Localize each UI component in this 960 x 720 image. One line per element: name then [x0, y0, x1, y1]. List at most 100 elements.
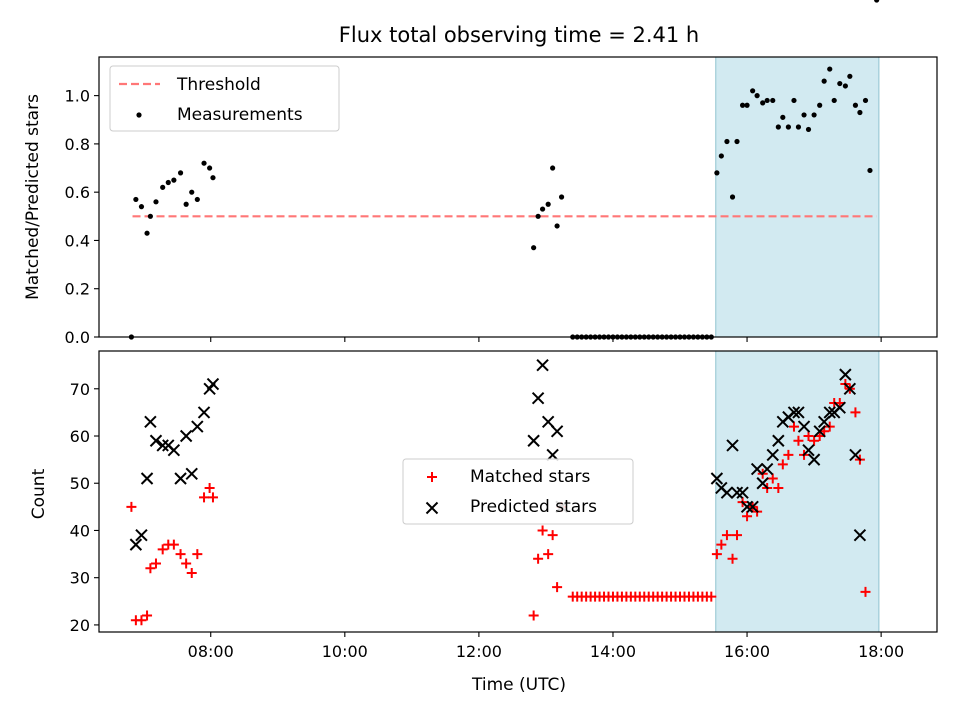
- predicted-star-point: [185, 467, 198, 480]
- plot-frame: [98, 56, 938, 338]
- predicted-star-point: [531, 392, 545, 405]
- measurement-point: [531, 245, 537, 251]
- predicted-star-point: [760, 462, 774, 476]
- measurement-point: [177, 170, 184, 176]
- legend-matched-swatch: [427, 472, 437, 482]
- matched-star-point: [533, 553, 544, 564]
- measurement-point: [539, 206, 546, 212]
- x-tick-label: 12:00: [456, 642, 502, 661]
- predicted-star-point: [730, 486, 744, 499]
- predicted-star-point: [541, 415, 555, 429]
- x-tick-label: 18:00: [858, 642, 904, 661]
- matched-star-point: [168, 539, 179, 550]
- predicted-star-point: [140, 472, 154, 485]
- matched-star-point: [783, 449, 794, 460]
- measurement-point: [775, 124, 781, 130]
- measurement-point: [207, 165, 213, 171]
- measurement-point: [558, 194, 565, 200]
- measurement-point: [795, 124, 802, 130]
- matched-star-point: [742, 511, 753, 522]
- matched-star-point: [547, 530, 558, 541]
- top-panel: 0.0 0.2 0.4 0.6 0.8 1.0 Threshold Measurements: [65, 0, 938, 347]
- predicted-star-point: [726, 439, 739, 452]
- measurement-point: [160, 184, 166, 190]
- measurement-point: [535, 213, 541, 219]
- matched-star-point: [552, 582, 563, 593]
- predicted-star-point: [817, 415, 831, 429]
- predicted-star-point: [843, 382, 857, 395]
- predicted-star-point: [833, 401, 846, 414]
- matched-star-point: [136, 615, 147, 626]
- measurement-point: [739, 102, 746, 108]
- y-tick-label: 70: [70, 380, 90, 399]
- bottom-y-axis-label: Count: [29, 468, 49, 519]
- predicted-star-point: [197, 406, 211, 419]
- measurement-point: [842, 83, 848, 89]
- plot-frame: [98, 350, 938, 633]
- predicted-star-point: [853, 528, 867, 542]
- measurement-point: [874, 0, 880, 3]
- measurement-point: [189, 189, 195, 195]
- measurement-point: [165, 179, 171, 186]
- predicted-star-point: [144, 415, 157, 429]
- predicted-star-point: [746, 500, 759, 514]
- predicted-star-point: [813, 425, 826, 438]
- predicted-star-point: [179, 429, 193, 443]
- top-y-axis-label: Matched/Predicted stars: [23, 94, 43, 300]
- measurement-point: [831, 97, 837, 104]
- matched-star-point: [809, 435, 820, 446]
- predicted-star-point: [174, 472, 187, 485]
- measurement-point: [147, 213, 153, 219]
- predicted-star-point: [736, 486, 749, 499]
- matched-star-point: [126, 501, 137, 512]
- measurement-point: [770, 97, 776, 104]
- predicted-star-point: [849, 448, 862, 462]
- legend-box: [402, 458, 634, 525]
- y-tick-label: 0.4: [65, 231, 90, 250]
- y-tick-label: 50: [70, 474, 90, 493]
- predicted-star-point: [206, 377, 220, 391]
- predicted-star-point: [807, 453, 821, 466]
- matched-star-point: [537, 525, 548, 536]
- bottom-panel: 20 30 40 50 60 70 08:00 10:00 12:00 14:00 16:00 18:…: [70, 350, 938, 661]
- y-tick-label: 0.6: [65, 183, 90, 202]
- measurement-point: [210, 175, 216, 181]
- measurement-point: [724, 138, 730, 145]
- matched-star-point: [145, 563, 156, 574]
- measurement-point: [785, 124, 791, 130]
- measurement-point: [744, 102, 750, 108]
- measurement-point: [133, 196, 139, 203]
- matched-star-point: [850, 407, 861, 418]
- matched-star-point: [142, 610, 153, 621]
- matched-star-point: [777, 459, 788, 470]
- predicted-star-point: [135, 528, 148, 542]
- measurement-point: [138, 204, 145, 210]
- predicted-star-point: [720, 486, 734, 499]
- y-tick-label: 1.0: [65, 87, 90, 106]
- measurement-point: [867, 167, 873, 174]
- predicted-star-point: [750, 462, 764, 476]
- x-tick-label: 10:00: [322, 642, 368, 661]
- matched-star-point: [711, 549, 722, 560]
- measurement-point: [801, 112, 807, 118]
- measurement-point: [817, 102, 823, 108]
- measurement-point: [545, 201, 551, 207]
- measurement-point: [183, 201, 189, 207]
- matched-star-point: [716, 539, 727, 550]
- legend-measurement-label: Measurements: [177, 105, 303, 125]
- matched-star-point: [207, 492, 218, 503]
- matched-star-point: [204, 482, 215, 493]
- predicted-star-point: [550, 425, 564, 438]
- measurement-point: [764, 97, 770, 104]
- measurement-point: [791, 97, 797, 104]
- measurement-point: [821, 78, 827, 84]
- x-tick-label: 14:00: [590, 642, 636, 661]
- measurement-point: [144, 230, 150, 236]
- matched-star-point: [860, 586, 871, 597]
- predicted-star-point: [792, 406, 805, 419]
- predicted-star-point: [536, 358, 549, 372]
- measurement-point: [171, 177, 177, 183]
- matched-star-point: [157, 544, 168, 555]
- legend-box: [109, 65, 340, 132]
